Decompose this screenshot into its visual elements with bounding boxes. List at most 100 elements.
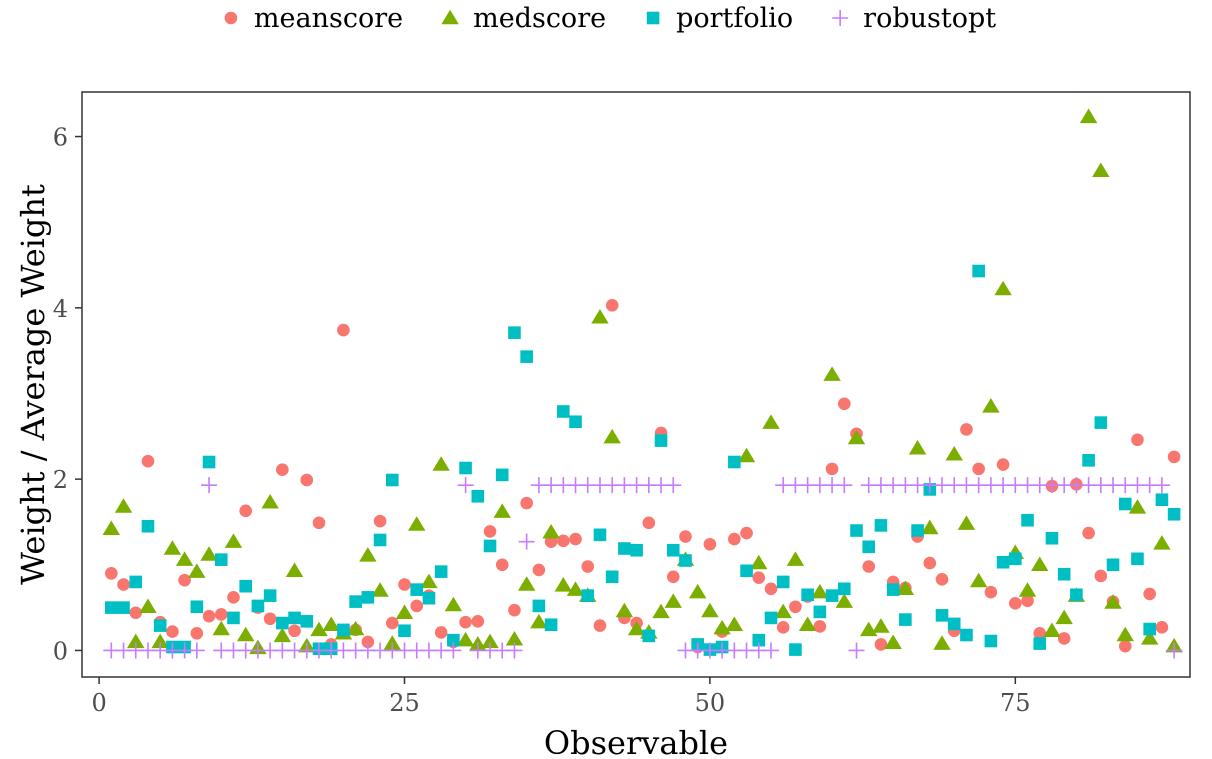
meanscore-point [874, 638, 888, 651]
medscore-point [774, 603, 792, 619]
portfolio-point [581, 589, 595, 602]
portfolio-point [630, 543, 643, 557]
medscore-point [566, 581, 585, 596]
portfolio-point [850, 524, 863, 537]
portfolio-point [349, 595, 362, 608]
legend-key-meanscore [224, 11, 238, 25]
portfolio-point [862, 540, 876, 554]
medscore-point [1128, 499, 1147, 514]
meanscore-point [569, 532, 582, 546]
legend-label: robustopt [863, 3, 996, 34]
medscore-point [139, 598, 157, 613]
meanscore-point [178, 573, 191, 587]
medscore-point [127, 633, 145, 649]
medscore-point [371, 582, 389, 597]
y-tick-label: 0 [53, 637, 68, 665]
meanscore-point [1082, 526, 1095, 540]
portfolio-point [740, 564, 753, 578]
medscore-point [762, 414, 780, 429]
y-tick-label: 6 [53, 124, 68, 152]
medscore-point [310, 621, 328, 637]
portfolio-point [361, 591, 375, 604]
meanscore-point [752, 571, 766, 584]
meanscore-point [129, 606, 143, 620]
medscore-point [517, 576, 536, 591]
meanscore-point [1155, 621, 1169, 634]
portfolio-point [300, 615, 314, 628]
medscore-point [188, 563, 206, 578]
medscore-point [603, 428, 621, 444]
medscore-point [200, 546, 218, 561]
meanscore-point [1009, 597, 1022, 610]
medscore-point [872, 618, 890, 633]
portfolio-point [373, 533, 387, 547]
meanscore-point [1118, 639, 1132, 653]
portfolio-point [960, 628, 973, 642]
meanscore-point [312, 516, 326, 530]
portfolio-point [471, 489, 485, 503]
portfolio-point [996, 555, 1010, 569]
legend-label: meanscore [254, 3, 403, 34]
meanscore-point [105, 567, 118, 580]
portfolio-point [666, 543, 680, 557]
portfolio-point [1106, 558, 1120, 572]
portfolio-point [789, 643, 802, 656]
portfolio-point [447, 633, 460, 647]
portfolio-point [899, 613, 912, 626]
portfolio-point [752, 633, 766, 647]
portfolio-point [947, 617, 961, 631]
robustopt-point [848, 642, 865, 659]
portfolio-point [1045, 531, 1059, 545]
medscore-point [835, 593, 853, 608]
meanscore-point [1057, 632, 1071, 645]
medscore-point [114, 498, 133, 513]
meanscore-point [495, 558, 509, 572]
robustopt-point [762, 642, 779, 659]
meanscore-point [666, 570, 680, 584]
robustopt-point [518, 533, 535, 550]
meanscore-point [789, 600, 802, 614]
meanscore-point [361, 635, 375, 649]
medscore-point [982, 398, 1000, 413]
portfolio-point [532, 599, 546, 613]
medscore-point [395, 604, 414, 619]
portfolio-point [483, 539, 497, 553]
portfolio-point [605, 570, 619, 584]
meanscore-point [410, 599, 424, 613]
meanscore-point [1033, 627, 1047, 640]
meanscore-point [557, 534, 570, 548]
portfolio-point [214, 553, 228, 566]
portfolio-point [1094, 416, 1108, 429]
meanscore-point [276, 463, 289, 477]
meanscore-point [190, 627, 204, 640]
medscore-point [1079, 108, 1098, 124]
meanscore-point [532, 563, 546, 577]
robustopt-point [457, 477, 474, 494]
robustopt-point [1166, 642, 1183, 659]
portfolio-point [202, 455, 216, 469]
meanscore-point [398, 578, 411, 591]
portfolio-point [764, 611, 778, 625]
portfolio-point [117, 601, 130, 614]
x-tick-label: 0 [91, 689, 106, 717]
meanscore-point [434, 626, 448, 639]
portfolio-point [337, 623, 350, 637]
portfolio-point [263, 589, 277, 602]
portfolio-point [776, 575, 790, 589]
portfolio-point [886, 583, 900, 596]
portfolio-point [129, 575, 143, 589]
medscore-point [444, 596, 463, 612]
x-tick-label: 50 [695, 689, 726, 717]
portfolio-point [874, 519, 888, 532]
portfolio-point [227, 611, 240, 625]
portfolio-point [1143, 622, 1156, 636]
legend-key-medscore [441, 9, 459, 25]
robustopt-point [445, 642, 462, 659]
legend-key-robustopt [832, 10, 849, 26]
meanscore-point [337, 323, 350, 337]
portfolio-point [984, 634, 998, 648]
medscore-point [420, 573, 438, 589]
portfolio-point [190, 600, 204, 614]
portfolio-point [141, 519, 155, 533]
data-points [102, 108, 1183, 659]
